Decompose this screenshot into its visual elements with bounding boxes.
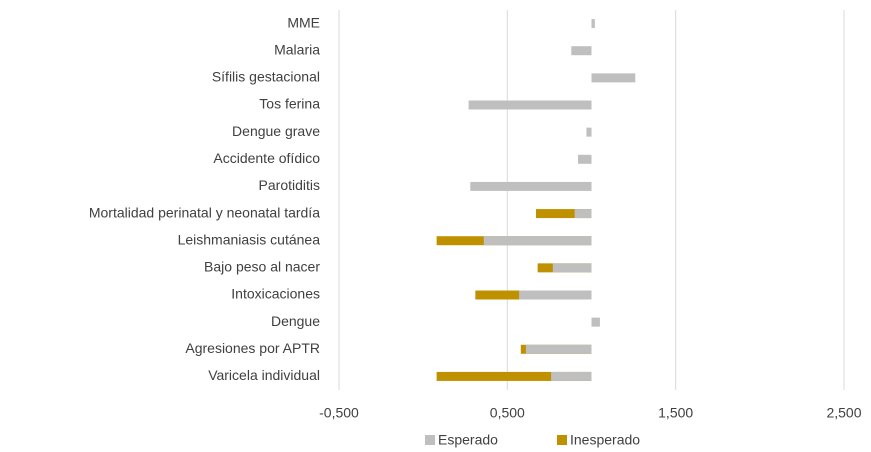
y-tick-label: Tos ferina [259, 96, 320, 112]
bar [591, 317, 600, 327]
y-tick-label: Leishmaniasis cutánea [178, 231, 321, 247]
bar [571, 46, 592, 56]
legend-swatch [557, 435, 567, 445]
bar [525, 344, 592, 354]
y-tick-label: Malaria [274, 41, 320, 57]
bar [483, 236, 592, 246]
bar [468, 100, 592, 110]
x-tick-label: 0,500 [490, 405, 525, 421]
y-tick-label: Parotiditis [259, 177, 320, 193]
y-tick-label: MME [287, 14, 320, 30]
bar [591, 19, 595, 29]
y-tick-label: Mortalidad perinatal y neonatal tardía [89, 204, 320, 220]
y-tick-label: Agresiones por APTR [185, 340, 320, 356]
x-tick-label: 1,500 [658, 405, 693, 421]
bar [470, 181, 592, 191]
bar [574, 209, 592, 219]
y-tick-label: Varicela individual [208, 367, 320, 383]
y-tick-label: Bajo peso al nacer [204, 259, 320, 275]
legend-label: Esperado [438, 432, 498, 448]
y-tick-label: Dengue [271, 313, 320, 329]
bar [551, 371, 592, 381]
legend-label: Inesperado [570, 432, 640, 448]
bar [578, 154, 592, 164]
y-tick-label: Sífilis gestacional [212, 69, 320, 85]
legend-swatch [425, 435, 435, 445]
y-tick-label: Accidente ofídico [213, 150, 320, 166]
bar [519, 290, 592, 300]
bar [535, 209, 592, 219]
bar [591, 73, 636, 83]
bar [436, 371, 592, 381]
x-tick-label: 2,500 [826, 405, 861, 421]
x-tick-label: -0,500 [319, 405, 359, 421]
bar [586, 127, 592, 137]
y-tick-label: Dengue grave [232, 123, 320, 139]
y-tick-label: Intoxicaciones [231, 286, 320, 302]
bar [552, 263, 592, 273]
